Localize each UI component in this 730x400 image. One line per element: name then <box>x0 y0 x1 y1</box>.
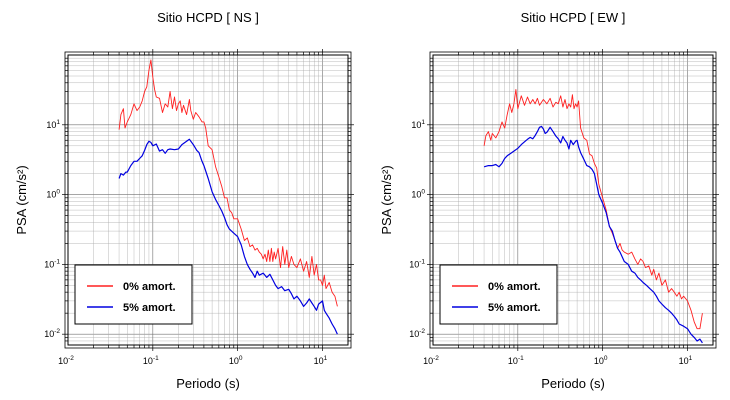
plot-frame-outer <box>429 51 717 349</box>
x-tick-label: 100 <box>229 355 243 366</box>
legend-label: 0% amort. <box>488 281 541 293</box>
x-tick-label: 10-2 <box>423 355 439 366</box>
x-tick-label: 100 <box>594 355 608 366</box>
legend-box <box>439 264 558 325</box>
y-tick-label: 101 <box>46 119 60 130</box>
x-tick-label: 101 <box>679 355 693 366</box>
series-line-damped <box>483 125 703 344</box>
plot-frame-inner <box>67 54 349 346</box>
chart-panel-1: 10-2 10-1 100 101 10-2 10-1 100 101 Sitio HCPD [… <box>14 10 354 391</box>
x-tick-label: 10-1 <box>508 355 524 366</box>
series-line-undamped <box>483 89 703 330</box>
legend-label: 0% amort. <box>123 281 176 293</box>
series-line-damped <box>118 138 338 335</box>
y-tick-label: 100 <box>411 189 425 200</box>
x-tick-label: 10-1 <box>143 355 159 366</box>
y-tick-label: 10-1 <box>44 258 60 269</box>
y-tick-label: 101 <box>411 119 425 130</box>
legend-box <box>74 264 193 325</box>
x-axis-label: Periodo (s) <box>176 376 240 391</box>
series-line-undamped <box>118 59 338 307</box>
x-tick-label: 10-2 <box>58 355 74 366</box>
y-tick-label: 100 <box>46 189 60 200</box>
y-axis-label: PSA (cm/s²) <box>14 165 29 234</box>
grid-lines <box>433 55 713 345</box>
axis-ticks <box>427 49 719 351</box>
chart-title: Sitio HCPD [ EW ] <box>521 10 626 25</box>
y-tick-label: 10-1 <box>409 258 425 269</box>
legend-label: 5% amort. <box>488 302 541 314</box>
axis-ticks <box>62 49 354 351</box>
plot-frame-outer <box>64 51 352 349</box>
chart-title: Sitio HCPD [ NS ] <box>157 10 259 25</box>
y-tick-label: 10-2 <box>44 328 60 339</box>
y-axis-label: PSA (cm/s²) <box>379 165 394 234</box>
x-axis-label: Periodo (s) <box>541 376 605 391</box>
plot-frame-inner <box>432 54 714 346</box>
legend: 0% amort. 5% amort. <box>439 264 558 325</box>
legend: 0% amort. 5% amort. <box>74 264 193 325</box>
y-tick-label: 10-2 <box>409 328 425 339</box>
x-tick-label: 101 <box>314 355 328 366</box>
chart-panel-2: 10-2 10-1 100 101 10-2 10-1 100 101 Sitio HCPD [… <box>379 10 719 391</box>
legend-label: 5% amort. <box>123 302 176 314</box>
